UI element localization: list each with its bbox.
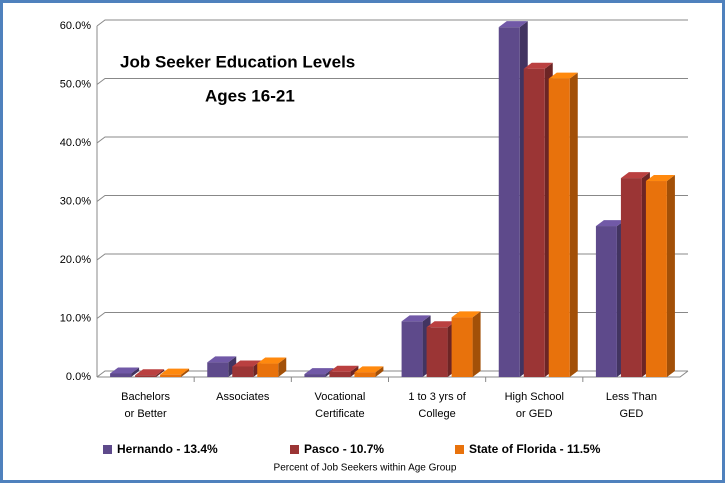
bar-side bbox=[156, 369, 165, 377]
grid-line bbox=[96, 78, 688, 85]
chart-title: Job Seeker Education Levels bbox=[120, 52, 355, 71]
x-tick-label: Vocational bbox=[315, 391, 366, 403]
bar-side bbox=[569, 72, 578, 378]
bar bbox=[110, 373, 132, 377]
bar bbox=[232, 366, 254, 377]
grid-line bbox=[96, 195, 688, 202]
legend-swatch bbox=[103, 445, 112, 454]
bar bbox=[548, 78, 570, 378]
x-tick-label: College bbox=[418, 408, 455, 420]
y-tick-label: 30.0% bbox=[60, 195, 91, 207]
x-tick-label: Less Than bbox=[606, 391, 657, 403]
bar-top bbox=[645, 175, 675, 182]
legend-swatch bbox=[455, 445, 464, 454]
grid-line bbox=[96, 370, 688, 378]
y-tick-label: 0.0% bbox=[66, 371, 91, 383]
bar-side bbox=[350, 365, 359, 377]
bar-top bbox=[329, 365, 359, 372]
legend-label: State of Florida - 11.5% bbox=[469, 442, 601, 456]
x-tick-label: Associates bbox=[216, 391, 270, 403]
bar-side bbox=[131, 367, 140, 377]
bar bbox=[523, 68, 545, 377]
bar-top bbox=[257, 357, 287, 364]
bar bbox=[401, 321, 423, 377]
bar bbox=[620, 178, 642, 377]
bar bbox=[645, 181, 667, 377]
bar bbox=[304, 374, 326, 377]
bar bbox=[451, 317, 473, 377]
bar bbox=[354, 372, 376, 377]
bar bbox=[498, 27, 520, 377]
x-tick-label: GED bbox=[619, 408, 643, 420]
legend-label: Pasco - 10.7% bbox=[304, 442, 384, 456]
bar-side bbox=[375, 366, 384, 377]
bar-top bbox=[135, 369, 165, 376]
x-tick-label: Certificate bbox=[315, 408, 365, 420]
bar bbox=[329, 371, 351, 377]
grid-line bbox=[96, 312, 688, 319]
grid bbox=[96, 19, 688, 378]
y-tick-label: 20.0% bbox=[60, 254, 91, 266]
bar-top bbox=[620, 172, 650, 179]
grid-line bbox=[96, 19, 688, 27]
bar-top bbox=[498, 21, 528, 28]
bar-top bbox=[232, 360, 262, 367]
y-tick-label: 40.0% bbox=[60, 137, 91, 149]
bar-top bbox=[523, 62, 553, 69]
bar bbox=[135, 375, 157, 377]
bar-side bbox=[181, 368, 190, 377]
grid-line bbox=[96, 253, 688, 261]
x-axis-title: Percent of Job Seekers within Age Group bbox=[274, 463, 457, 474]
bar bbox=[160, 374, 182, 377]
bar-side bbox=[278, 357, 287, 377]
x-tick-label: High School bbox=[505, 391, 564, 403]
legend-swatch bbox=[290, 445, 299, 454]
grid-line bbox=[96, 136, 688, 144]
bar bbox=[595, 226, 617, 377]
bar bbox=[207, 362, 229, 377]
chart-subtitle: Ages 16-21 bbox=[205, 86, 295, 105]
x-tick-label: or GED bbox=[516, 408, 553, 420]
y-tick-label: 10.0% bbox=[60, 312, 91, 324]
bar-top bbox=[304, 368, 334, 375]
bar bbox=[257, 363, 279, 377]
x-tick-label: 1 to 3 yrs of bbox=[408, 391, 466, 403]
bar-top bbox=[207, 356, 237, 363]
bar bbox=[426, 327, 448, 377]
y-tick-label: 50.0% bbox=[60, 78, 91, 90]
bar-top bbox=[110, 367, 140, 374]
bar-top bbox=[451, 311, 481, 318]
x-tick-label: Bachelors bbox=[121, 391, 170, 403]
bar-side bbox=[472, 311, 481, 377]
bar-top bbox=[401, 315, 431, 322]
y-tick-label: 60.0% bbox=[60, 20, 91, 32]
bar-top bbox=[160, 368, 190, 375]
bar-top bbox=[548, 72, 578, 79]
x-tick-label: or Better bbox=[124, 408, 167, 420]
bar-top bbox=[426, 321, 456, 328]
legend-label: Hernando - 13.4% bbox=[117, 442, 218, 456]
bar-side bbox=[666, 175, 675, 377]
bar-top bbox=[354, 366, 384, 373]
bar-top bbox=[595, 220, 625, 227]
